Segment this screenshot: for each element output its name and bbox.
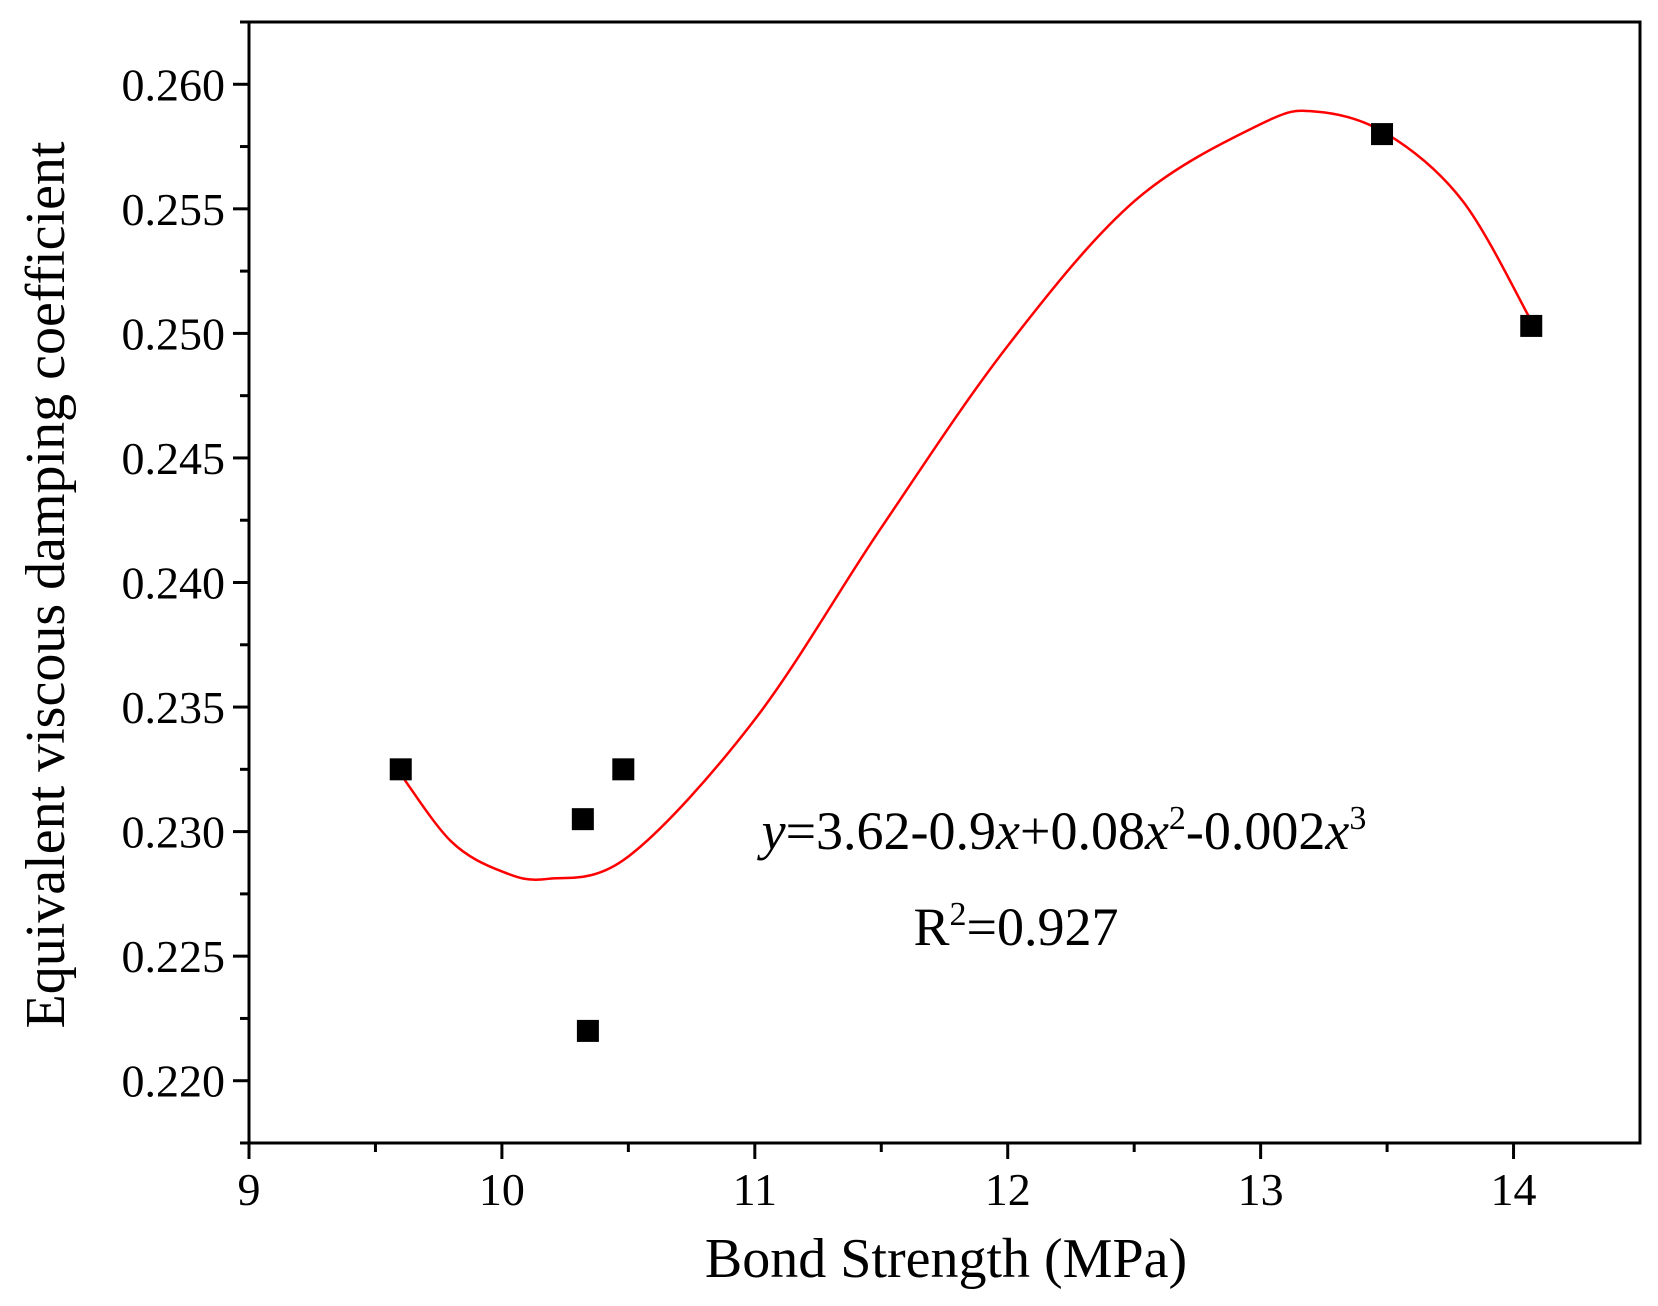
x-tick-label: 14 bbox=[1491, 1164, 1537, 1215]
data-point bbox=[571, 808, 594, 831]
y-tick-label: 0.250 bbox=[122, 308, 226, 359]
y-tick-label: 0.245 bbox=[122, 433, 226, 484]
x-axis: 9 10 11 12 13 14 bbox=[238, 1143, 1537, 1215]
y-tick-label: 0.240 bbox=[122, 558, 226, 609]
x-tick-label: 11 bbox=[733, 1164, 777, 1215]
y-tick-label: 0.225 bbox=[122, 931, 226, 982]
r-squared-value: =0.927 bbox=[967, 897, 1119, 957]
equation-part-2: +0.08 bbox=[1020, 801, 1145, 861]
y-tick-label: 0.255 bbox=[122, 184, 226, 235]
y-tick-label: 0.260 bbox=[122, 59, 226, 110]
data-point bbox=[612, 758, 635, 781]
equation-x3: x bbox=[1324, 801, 1349, 861]
r-squared-r: R bbox=[914, 897, 950, 957]
y-tick-label: 0.220 bbox=[122, 1056, 226, 1107]
equation-y: y bbox=[757, 801, 786, 861]
x-axis-title: Bond Strength (MPa) bbox=[705, 1228, 1187, 1290]
y-axis: 0.220 0.225 0.230 0.235 0.240 0.245 0.250 0.255… bbox=[122, 20, 249, 1145]
y-tick-label: 0.230 bbox=[122, 807, 226, 858]
data-point bbox=[389, 758, 412, 781]
equation-exp2: 2 bbox=[1169, 800, 1186, 837]
equation-part-1: =3.62-0.9 bbox=[786, 801, 996, 861]
data-point bbox=[1520, 314, 1543, 337]
x-tick-label: 12 bbox=[985, 1164, 1031, 1215]
x-tick-label: 10 bbox=[479, 1164, 525, 1215]
y-axis-title: Equivalent viscous damping coefficient bbox=[15, 141, 77, 1028]
r-squared-label: R2=0.927 bbox=[914, 896, 1119, 957]
y-tick-label: 0.235 bbox=[122, 682, 226, 733]
fit-equation: y=3.62-0.9x+0.08x2-0.002x3 bbox=[757, 800, 1367, 861]
equation-part-3: -0.002 bbox=[1186, 801, 1325, 861]
x-tick-label: 13 bbox=[1238, 1164, 1284, 1215]
data-point bbox=[576, 1019, 599, 1042]
data-point bbox=[1371, 123, 1394, 146]
r-squared-exp: 2 bbox=[950, 896, 967, 933]
equation-x1: x bbox=[995, 801, 1020, 861]
x-tick-label: 9 bbox=[238, 1164, 261, 1215]
equation-exp3: 3 bbox=[1349, 800, 1366, 837]
equation-x2: x bbox=[1144, 801, 1169, 861]
data-marker-layer bbox=[389, 123, 1543, 1042]
